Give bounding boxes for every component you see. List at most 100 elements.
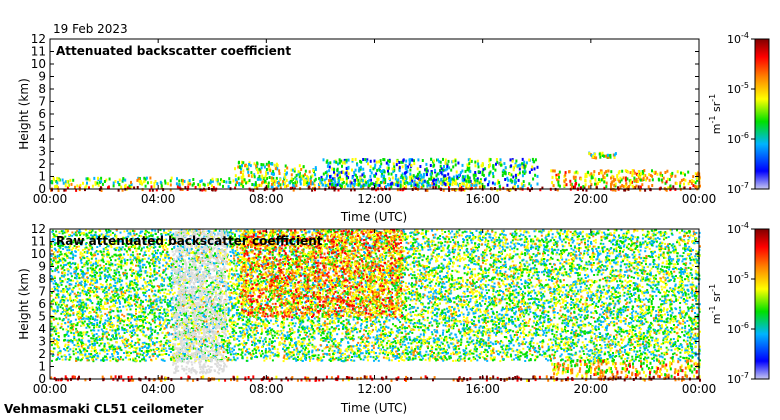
heatmap-cell xyxy=(425,230,428,233)
y-tick-label: 4 xyxy=(38,132,46,146)
heatmap-cell xyxy=(118,183,121,187)
heatmap-cell xyxy=(605,181,608,185)
heatmap-cell xyxy=(140,180,142,184)
heatmap-cell xyxy=(108,177,111,181)
heatmap-cell xyxy=(383,321,385,324)
heatmap-cell xyxy=(465,244,468,247)
heatmap-cell xyxy=(238,165,241,169)
heatmap-cell xyxy=(595,302,598,305)
y-tick-label: 1 xyxy=(38,170,46,184)
heatmap-cell xyxy=(473,179,476,183)
heatmap-cell xyxy=(408,274,411,277)
heatmap-cell xyxy=(536,174,539,178)
heatmap-cell xyxy=(426,173,428,177)
heatmap-cell xyxy=(405,175,408,179)
heatmap-cell xyxy=(610,170,613,174)
feature-scattered-echoes xyxy=(320,157,539,189)
heatmap-cell xyxy=(512,344,515,347)
heatmap-cell xyxy=(377,177,380,181)
heatmap-cell xyxy=(149,268,152,271)
heatmap-cell xyxy=(381,173,383,176)
heatmap-cell xyxy=(400,174,403,178)
heatmap-cell xyxy=(568,170,570,174)
heatmap-cell xyxy=(427,182,430,186)
heatmap-cell xyxy=(480,305,483,307)
heatmap-cell xyxy=(449,180,452,184)
heatmap-cell xyxy=(536,182,539,186)
heatmap-cell xyxy=(514,162,517,166)
heatmap-cell xyxy=(155,265,158,268)
heatmap-cell xyxy=(478,181,481,185)
heatmap-cell xyxy=(77,263,80,266)
heatmap-cell xyxy=(666,177,669,181)
heatmap-cell xyxy=(138,179,141,183)
heatmap-cell xyxy=(246,164,249,168)
heatmap-cell xyxy=(513,185,516,189)
heatmap-cell xyxy=(695,185,698,189)
heatmap-cell xyxy=(574,185,576,189)
heatmap-cell xyxy=(355,178,358,182)
heatmap-cell xyxy=(557,180,560,184)
heatmap-cell xyxy=(294,184,297,188)
heatmap-cell xyxy=(426,255,429,258)
heatmap-cell xyxy=(582,350,585,353)
heatmap-cell xyxy=(340,185,343,188)
heatmap-cell xyxy=(598,152,601,156)
heatmap-cell xyxy=(558,175,560,179)
heatmap-cell xyxy=(590,257,593,259)
heatmap-cell xyxy=(149,176,152,180)
heatmap-cell xyxy=(345,182,348,186)
heatmap-cell xyxy=(548,278,550,281)
heatmap-cell xyxy=(383,170,386,174)
heatmap-cell xyxy=(342,177,344,181)
heatmap-cell xyxy=(234,167,236,171)
heatmap-cell xyxy=(392,162,395,166)
heatmap-cell xyxy=(169,183,172,187)
heatmap-cell xyxy=(631,314,634,317)
heatmap-cell xyxy=(372,167,375,171)
heatmap-cell xyxy=(411,158,414,162)
heatmap-cell xyxy=(432,179,435,183)
heatmap-cell xyxy=(449,182,452,186)
heatmap-cell xyxy=(350,181,353,185)
heatmap-cell xyxy=(284,175,287,179)
heatmap-cell xyxy=(446,182,449,186)
heatmap-cell xyxy=(465,347,468,350)
heatmap-cell xyxy=(153,184,156,188)
heatmap-cell xyxy=(313,229,316,232)
heatmap-cell xyxy=(272,177,275,181)
heatmap-cell xyxy=(363,329,366,332)
heatmap-cell xyxy=(624,358,627,360)
heatmap-cell xyxy=(359,165,362,169)
x-axis-label: Time (UTC) xyxy=(340,210,407,224)
heatmap-cell xyxy=(228,177,231,181)
heatmap-cell xyxy=(265,348,267,350)
heatmap-cell xyxy=(148,247,151,250)
heatmap-cell xyxy=(688,179,691,183)
heatmap-cell xyxy=(604,279,607,282)
heatmap-cell xyxy=(551,175,554,179)
heatmap-cell xyxy=(79,359,82,362)
heatmap-cell xyxy=(117,180,120,184)
heatmap-cell xyxy=(114,180,117,183)
heatmap-cell xyxy=(126,354,128,357)
heatmap-cell xyxy=(547,254,550,257)
heatmap-cell xyxy=(338,179,340,183)
heatmap-cell xyxy=(210,180,212,184)
heatmap-cell xyxy=(422,175,425,179)
heatmap-cell xyxy=(367,162,369,166)
heatmap-cell xyxy=(661,288,664,291)
heatmap-cell xyxy=(338,158,341,162)
heatmap-cell xyxy=(439,160,442,164)
heatmap-cell xyxy=(461,327,464,330)
heatmap-cell xyxy=(453,233,456,236)
heatmap-cell xyxy=(492,164,495,168)
heatmap-cell xyxy=(628,185,631,188)
heatmap-cell xyxy=(396,184,399,188)
heatmap-cell xyxy=(376,181,379,185)
heatmap-cell xyxy=(117,188,120,192)
heatmap-cell xyxy=(468,184,471,188)
heatmap-cell xyxy=(613,183,616,187)
heatmap-cell xyxy=(670,174,673,178)
heatmap-cell xyxy=(371,341,374,344)
